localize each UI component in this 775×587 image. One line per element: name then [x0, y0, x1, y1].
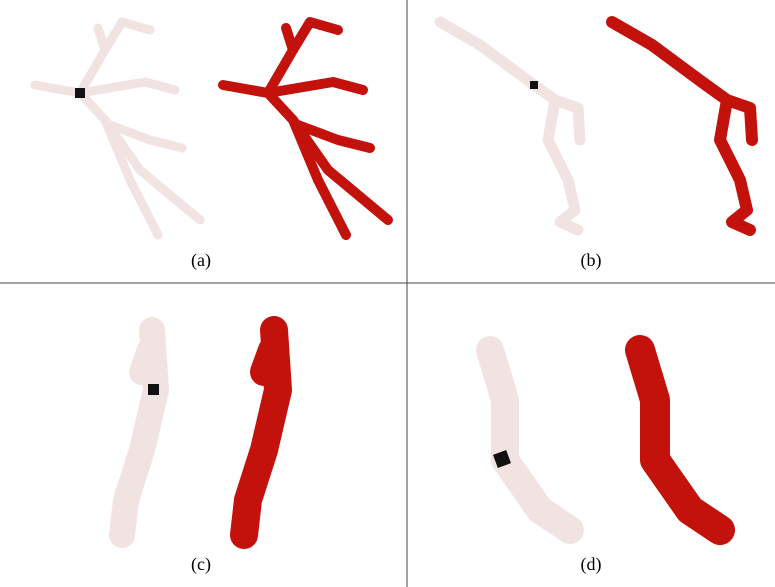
vessel-red	[244, 330, 278, 535]
figure: (a) (b) (c) (d)	[0, 0, 775, 587]
vessel-light	[35, 22, 200, 235]
vessel-red	[640, 350, 720, 530]
panel-label: (b)	[581, 250, 602, 271]
vessel-light	[122, 330, 156, 535]
marker	[530, 81, 538, 89]
panel-c: (c)	[122, 330, 278, 575]
panel-label: (c)	[191, 554, 211, 575]
marker	[148, 384, 159, 395]
vessel-light	[440, 22, 580, 230]
panel-d: (d)	[490, 350, 720, 575]
vessel-red	[223, 22, 388, 235]
panel-a: (a)	[35, 22, 388, 271]
panel-label: (d)	[581, 554, 602, 575]
panel-b: (b)	[440, 22, 752, 271]
vessel-red	[612, 22, 752, 230]
panel-label: (a)	[191, 250, 211, 271]
marker	[75, 88, 85, 98]
vessel-light	[490, 350, 570, 530]
